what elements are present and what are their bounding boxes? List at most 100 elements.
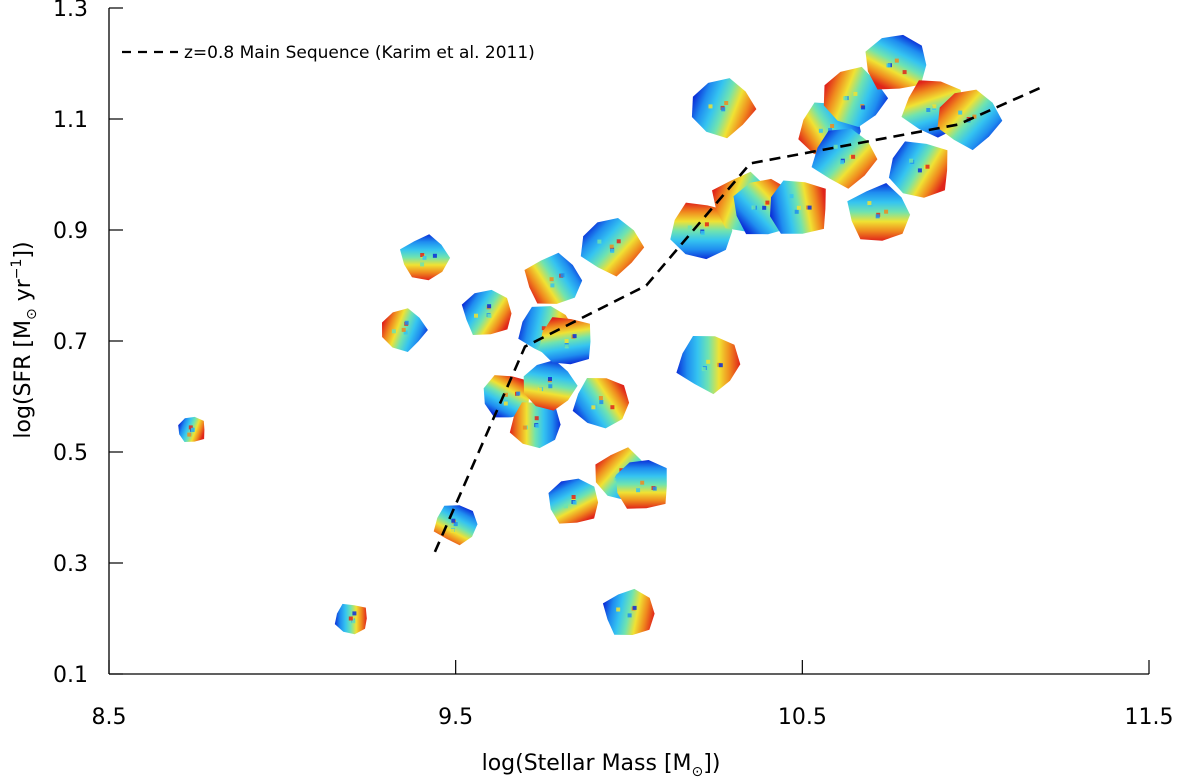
galaxy-pixel	[598, 396, 603, 400]
galaxy-pixel	[597, 239, 602, 244]
galaxy-pixel	[762, 205, 767, 210]
galaxy-pixel	[599, 400, 604, 405]
galaxy-pixel	[563, 504, 568, 509]
galaxy-pixel	[190, 427, 195, 432]
galaxy-pixel	[610, 405, 615, 410]
galaxy-pixel	[794, 209, 799, 214]
y-axis-label-mid: yr	[11, 278, 36, 308]
axes	[108, 7, 1150, 675]
galaxy-pixel	[534, 416, 539, 421]
galaxy-pixel	[352, 611, 357, 616]
galaxy-pixel	[403, 330, 408, 335]
galaxy-pixel	[765, 200, 770, 205]
galaxy-pixel	[404, 320, 409, 325]
galaxy-pixel	[613, 477, 618, 482]
galaxy-pixel	[616, 239, 621, 244]
y-axis-label-sub: ⊙	[24, 308, 40, 320]
galaxy-pixel	[564, 339, 569, 343]
galaxy-pixel	[843, 96, 848, 101]
galaxy-marker	[461, 289, 512, 335]
galaxy-pixel	[708, 104, 713, 109]
galaxy-pixel	[902, 70, 907, 75]
galaxy-pixel	[828, 128, 833, 133]
x-tick-label: 11.5	[1125, 705, 1174, 730]
galaxy-pixel	[535, 423, 540, 428]
galaxy-pixel	[420, 253, 425, 257]
galaxy-marker	[602, 588, 655, 635]
galaxy-pixel	[188, 425, 193, 430]
x-tick-label: 9.5	[438, 705, 473, 730]
galaxy-pixel	[833, 144, 838, 149]
galaxy-pixel	[503, 392, 508, 397]
galaxy-pixel	[571, 495, 576, 499]
galaxy-pixel	[701, 367, 706, 372]
x-axis-label-sub: ⊙	[692, 764, 704, 780]
y-tick-label: 1.3	[53, 0, 88, 22]
galaxy-pixel	[391, 329, 396, 334]
galaxy-pixel	[610, 249, 615, 253]
galaxy-marker	[847, 183, 911, 241]
galaxy-pixel	[851, 154, 856, 159]
legend-label: z=0.8 Main Sequence (Karim et al. 2011)	[184, 43, 535, 63]
y-tick-label: 0.7	[53, 330, 88, 355]
galaxy-pixel	[453, 522, 458, 527]
galaxy-pixel	[422, 255, 427, 260]
galaxy-pixel	[718, 363, 723, 368]
galaxy-pixel	[503, 401, 508, 406]
galaxy-pixel	[789, 194, 794, 199]
galaxy-pixel	[751, 205, 756, 210]
galaxy-pixel	[474, 313, 478, 318]
galaxy-pixel	[796, 205, 801, 210]
galaxy-pixel	[861, 105, 866, 110]
galaxy-pixel	[894, 58, 899, 63]
legend: z=0.8 Main Sequence (Karim et al. 2011)	[122, 43, 535, 63]
main-sequence-line	[433, 84, 1046, 553]
galaxy-pixel	[351, 619, 356, 624]
galaxy-pixel	[548, 384, 553, 389]
galaxy-pixel	[401, 327, 406, 332]
galaxy-marker	[676, 336, 741, 395]
galaxy-pixel	[572, 500, 577, 505]
galaxy-pixel	[537, 387, 542, 392]
galaxy-pixel	[550, 283, 555, 288]
galaxy-pixel	[909, 158, 914, 163]
x-axis-label: log(Stellar Mass [M⊙])	[482, 751, 721, 780]
galaxy-pixel	[450, 528, 455, 533]
x-axis-label-main: log(Stellar Mass [M	[482, 751, 692, 776]
galaxy-pixel	[704, 222, 709, 227]
galaxy-pixel	[875, 214, 880, 219]
galaxy-pixel	[652, 486, 657, 491]
galaxy-pixel	[917, 168, 922, 173]
galaxy-pixel	[867, 201, 872, 206]
y-axis-label-tail: ])	[11, 241, 36, 258]
galaxy-pixel	[706, 359, 711, 364]
galaxy-pixel	[721, 107, 726, 112]
galaxy-pixel	[807, 205, 812, 210]
y-tick-label: 0.1	[53, 663, 88, 688]
galaxy-pixel	[516, 391, 521, 396]
galaxy-pixel	[958, 110, 963, 115]
galaxy-pixel	[925, 164, 930, 169]
galaxy-pixel	[549, 277, 554, 282]
galaxy-pixel	[840, 160, 845, 165]
galaxy-pixel	[632, 605, 637, 610]
galaxy-pixel	[926, 108, 931, 112]
galaxy-pixel	[548, 377, 552, 381]
y-tick-label: 0.3	[53, 552, 88, 577]
galaxy-pixel	[432, 253, 437, 258]
galaxy-pixel	[636, 488, 641, 493]
galaxy-pixel	[886, 63, 891, 68]
galaxy-pixel	[348, 616, 353, 621]
galaxy-pixel	[522, 425, 527, 430]
y-axis-label-sup: −1	[9, 259, 25, 280]
y-tick-labels: 0.1 0.3 0.5 0.7 0.9 1.1 1.3	[53, 0, 88, 688]
galaxy-pixel	[591, 405, 596, 410]
galaxy-pixel	[451, 518, 456, 523]
galaxy-pixel	[572, 334, 577, 339]
x-tick-label: 10.5	[778, 705, 827, 730]
galaxy-pixel	[560, 273, 565, 278]
galaxy-pixel	[700, 230, 705, 235]
galaxy-pixel	[640, 480, 645, 485]
y-tick-label: 0.5	[53, 441, 88, 466]
